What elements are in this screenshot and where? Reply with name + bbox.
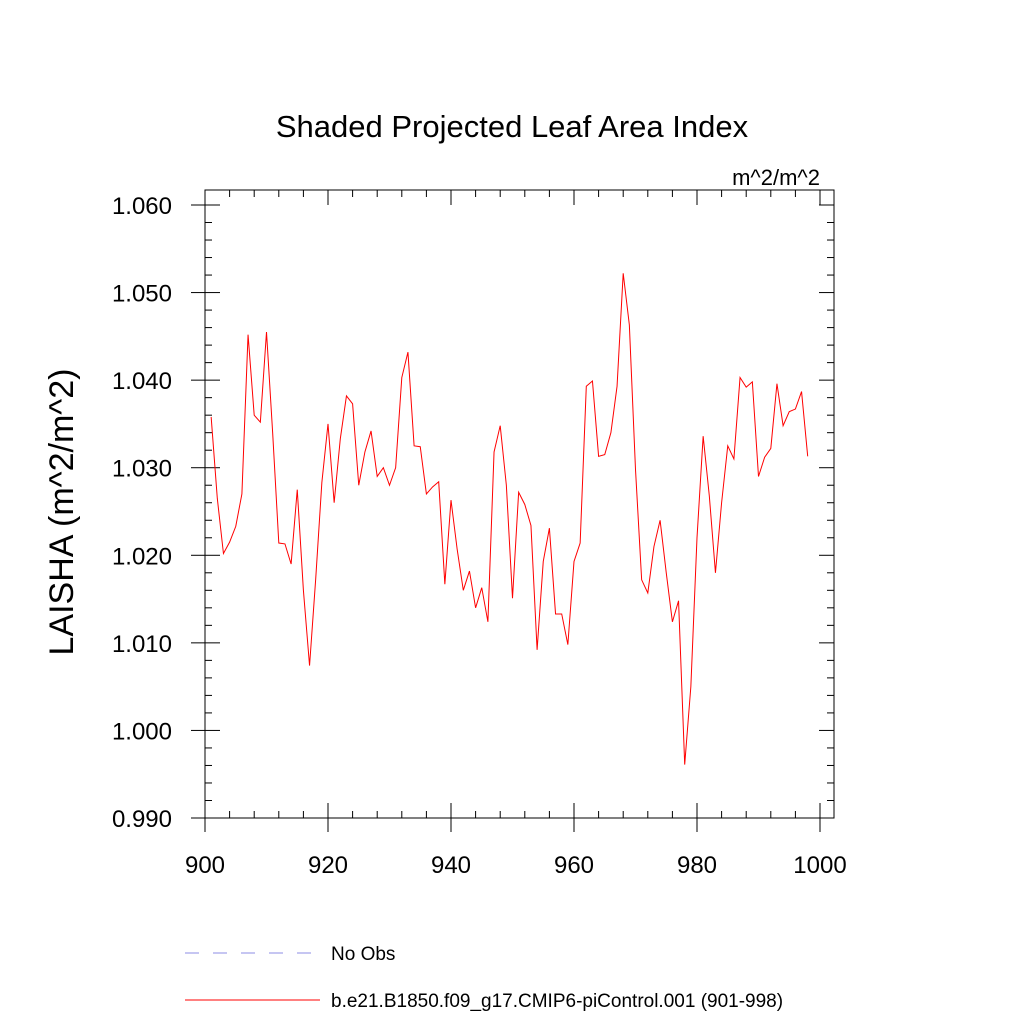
x-tick-label: 940 (431, 852, 471, 879)
y-tick-label: 1.000 (112, 718, 172, 745)
y-tick-label: 1.050 (112, 281, 172, 308)
y-tick-label: 1.060 (112, 193, 172, 220)
legend-label-model: b.e21.B1850.f09_g17.CMIP6-piControl.001 … (331, 991, 783, 1012)
y-tick-labels: 0.990 1.000 1.010 1.020 1.030 1.040 1.050 1.060 (112, 193, 172, 833)
data-series (210, 273, 809, 765)
plot-frame (204, 189, 835, 819)
x-tick-label: 920 (308, 852, 348, 879)
y-tick-label: 0.990 (112, 806, 172, 833)
units-label: m^2/m^2 (732, 165, 820, 190)
y-tick-label: 1.010 (112, 631, 172, 658)
legend-label-no-obs: No Obs (331, 944, 395, 965)
x-tick-label: 960 (554, 852, 594, 879)
legend: No Obs b.e21.B1850.f09_g17.CMIP6-piContr… (185, 944, 783, 1012)
series-line-0 (210, 273, 809, 765)
y-tick-label: 1.040 (112, 368, 172, 395)
x-tick-labels: 900 920 940 960 980 1000 (185, 852, 847, 879)
y-tick-label: 1.020 (112, 543, 172, 570)
y-tick-label: 1.030 (112, 456, 172, 483)
axis-ticks (191, 190, 834, 832)
x-tick-label: 1000 (793, 852, 846, 879)
chart-title: Shaded Projected Leaf Area Index (276, 109, 749, 144)
x-tick-label: 980 (677, 852, 717, 879)
x-tick-label: 900 (185, 852, 225, 879)
y-axis-label: LAISHA (m^2/m^2) (43, 369, 81, 656)
